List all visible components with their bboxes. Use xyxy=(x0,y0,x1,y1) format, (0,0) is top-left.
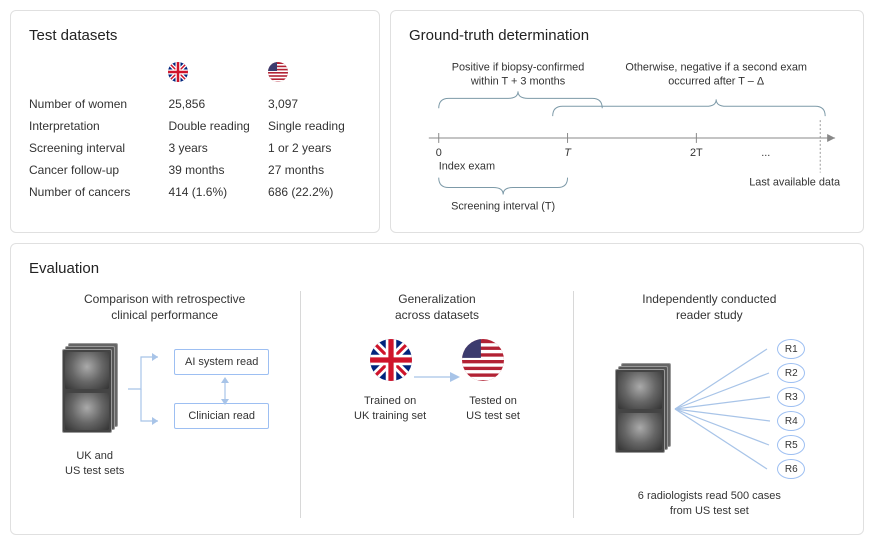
row-label: Cancer follow-up xyxy=(29,159,168,181)
subtitle-line: Independently conducted xyxy=(642,292,776,306)
us-flag-icon xyxy=(268,71,288,85)
caption-line: from US test set xyxy=(670,505,749,517)
split-arrows-icon xyxy=(126,339,166,439)
row-uk: 39 months xyxy=(168,159,268,181)
trained-caption: Trained on UK training set xyxy=(354,394,426,423)
row-uk: 414 (1.6%) xyxy=(168,181,268,203)
row-us: 27 months xyxy=(268,159,361,181)
caption-line: Tested on xyxy=(469,395,517,407)
eval-subtitle: Comparison with retrospective clinical p… xyxy=(41,291,288,323)
table-row: InterpretationDouble readingSingle readi… xyxy=(29,115,361,137)
right-arrow-icon xyxy=(414,369,460,385)
eval-col-generalization: Generalization across datasets xyxy=(300,291,572,518)
caption-line: 6 radiologists read 500 cases xyxy=(638,490,781,502)
table-row: Number of women25,8563,097 xyxy=(29,93,361,115)
svg-text:Screening interval (T): Screening interval (T) xyxy=(451,200,555,212)
caption-line: UK and xyxy=(76,450,113,462)
svg-text:Last available data: Last available data xyxy=(749,177,841,189)
evaluation-panel: Evaluation Comparison with retrospective… xyxy=(10,243,864,535)
svg-text:Positive if biopsy-confirmed: Positive if biopsy-confirmed xyxy=(452,62,585,74)
reader-bubble: R5 xyxy=(777,435,805,455)
eval-col-reader-study: Independently conducted reader study xyxy=(573,291,845,518)
subtitle-line: clinical performance xyxy=(111,308,218,322)
row-label: Number of women xyxy=(29,93,168,115)
caption-line: US test sets xyxy=(65,465,124,477)
svg-text:0: 0 xyxy=(436,147,442,159)
caption-line: Trained on xyxy=(364,395,416,407)
table-row: Number of cancers414 (1.6%)686 (22.2%) xyxy=(29,181,361,203)
reader-bubble: R2 xyxy=(777,363,805,383)
reader-bubble: R3 xyxy=(777,387,805,407)
clinician-read-box: Clinician read xyxy=(174,403,269,429)
eval-col-comparison: Comparison with retrospective clinical p… xyxy=(29,291,300,518)
reader-bubble: R1 xyxy=(777,339,805,359)
bidir-arrow-icon xyxy=(218,377,232,405)
fan-lines-icon xyxy=(671,339,781,479)
row-us: Single reading xyxy=(268,115,361,137)
test-datasets-panel: Test datasets xyxy=(10,10,380,233)
row-uk: 3 years xyxy=(168,137,268,159)
us-flag-large-icon xyxy=(462,370,504,384)
subtitle-line: reader study xyxy=(676,308,743,322)
caption-line: UK training set xyxy=(354,410,426,422)
svg-text:occurred after T – Δ: occurred after T – Δ xyxy=(668,75,764,87)
row-label: Interpretation xyxy=(29,115,168,137)
svg-text:within T + 3 months: within T + 3 months xyxy=(470,75,566,87)
row-label: Number of cancers xyxy=(29,181,168,203)
ai-read-box: AI system read xyxy=(174,349,269,375)
uk-flag-large-icon xyxy=(370,370,412,384)
row-us: 1 or 2 years xyxy=(268,137,361,159)
svg-text:...: ... xyxy=(761,147,770,159)
row-uk: Double reading xyxy=(168,115,268,137)
timeline-diagram: Positive if biopsy-confirmed within T + … xyxy=(409,58,845,213)
row-label: Screening interval xyxy=(29,137,168,159)
test-datasets-title: Test datasets xyxy=(29,27,361,44)
row-us: 686 (22.2%) xyxy=(268,181,361,203)
svg-text:2T: 2T xyxy=(690,147,703,159)
eval-subtitle: Independently conducted reader study xyxy=(586,291,833,323)
table-row: Cancer follow-up39 months27 months xyxy=(29,159,361,181)
ground-truth-title: Ground-truth determination xyxy=(409,27,845,44)
uk-flag-icon xyxy=(168,71,188,85)
datasets-table: Number of women25,8563,097 Interpretatio… xyxy=(29,58,361,203)
svg-text:Otherwise, negative if a secon: Otherwise, negative if a second exam xyxy=(625,62,807,74)
caption-line: US test set xyxy=(466,410,520,422)
row-us: 3,097 xyxy=(268,93,361,115)
subtitle-line: across datasets xyxy=(395,308,479,322)
caption: 6 radiologists read 500 cases from US te… xyxy=(586,489,833,518)
row-uk: 25,856 xyxy=(168,93,268,115)
reader-bubble: R6 xyxy=(777,459,805,479)
image-stack-icon xyxy=(613,363,671,455)
evaluation-title: Evaluation xyxy=(29,260,845,277)
ground-truth-panel: Ground-truth determination Positive if b… xyxy=(390,10,864,233)
image-stack-icon xyxy=(60,343,118,435)
tested-caption: Tested on US test set xyxy=(466,394,520,423)
subtitle-line: Comparison with retrospective xyxy=(84,292,245,306)
reader-bubble: R4 xyxy=(777,411,805,431)
subtitle-line: Generalization xyxy=(398,292,475,306)
eval-subtitle: Generalization across datasets xyxy=(313,291,560,323)
svg-text:Index exam: Index exam xyxy=(439,161,495,173)
svg-text:T: T xyxy=(564,147,572,159)
table-row: Screening interval3 years1 or 2 years xyxy=(29,137,361,159)
caption: UK and US test sets xyxy=(41,449,148,478)
